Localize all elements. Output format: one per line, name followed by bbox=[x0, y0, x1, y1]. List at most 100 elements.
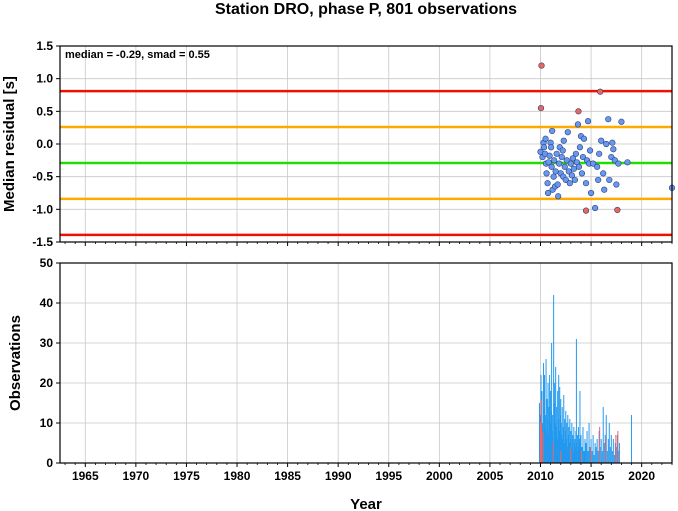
top-y-tick-label: 1.5 bbox=[36, 39, 53, 53]
residual-point bbox=[542, 135, 549, 142]
top-y-tick-label: -0.5 bbox=[32, 170, 53, 184]
residual-panel: -1.5 -1.0 -0.5 0.0 0.5 1.0 1.5 median = -0.29,… bbox=[1, 39, 676, 249]
x-tick-label: 1980 bbox=[224, 469, 251, 483]
residual-point bbox=[543, 170, 550, 177]
residual-point bbox=[613, 181, 620, 188]
residual-point bbox=[537, 104, 545, 112]
residual-point bbox=[556, 160, 563, 167]
bot-y-tick-label: 20 bbox=[40, 376, 54, 390]
residual-point bbox=[563, 157, 570, 164]
residual-y-ticks: -1.5 -1.0 -0.5 0.0 0.5 1.0 1.5 bbox=[32, 39, 60, 249]
residual-point bbox=[572, 150, 580, 157]
residual-point bbox=[546, 152, 553, 159]
x-tick-label: 1965 bbox=[72, 469, 99, 483]
residual-point bbox=[575, 163, 583, 170]
residual-point bbox=[618, 118, 625, 125]
bot-y-tick-label: 0 bbox=[46, 456, 53, 470]
x-tick-label: 1995 bbox=[375, 469, 402, 483]
residual-point bbox=[580, 135, 588, 142]
residual-grid bbox=[60, 46, 672, 242]
residual-point bbox=[548, 144, 555, 151]
residual-point bbox=[571, 176, 578, 184]
observations-x-ticks: 1965 1970 1975 1980 1985 1990 1995 2000 2005 2010… bbox=[64, 463, 673, 483]
residual-point bbox=[597, 88, 604, 95]
residual-point bbox=[544, 180, 551, 187]
x-tick-label: 2000 bbox=[426, 469, 453, 483]
residual-point bbox=[610, 146, 617, 153]
residual-point bbox=[614, 206, 621, 214]
residual-point bbox=[582, 207, 590, 214]
top-y-tick-label: 0.5 bbox=[36, 104, 53, 118]
x-axis-label: Year bbox=[350, 496, 382, 511]
residual-point bbox=[544, 189, 552, 197]
chart-title: Station DRO, phase P, 801 observations bbox=[215, 1, 517, 18]
residual-point bbox=[569, 155, 576, 162]
top-y-tick-label: -1.5 bbox=[32, 235, 53, 249]
residual-point bbox=[605, 116, 612, 123]
observations-plot-frame bbox=[59, 262, 673, 464]
bot-y-tick-label: 10 bbox=[40, 416, 54, 430]
residual-point bbox=[587, 189, 595, 197]
residual-point bbox=[606, 176, 613, 184]
x-tick-label: 1985 bbox=[274, 469, 301, 483]
residual-point bbox=[550, 173, 557, 180]
observations-y-axis-label: Observations bbox=[7, 315, 24, 411]
residual-point bbox=[558, 153, 565, 161]
residual-point bbox=[574, 121, 582, 128]
bot-y-tick-label: 40 bbox=[40, 296, 54, 310]
residual-point bbox=[538, 62, 545, 69]
residual-point bbox=[598, 137, 605, 144]
residual-point bbox=[584, 118, 592, 125]
residual-point bbox=[562, 176, 569, 184]
x-tick-label: 1990 bbox=[325, 469, 352, 483]
residual-point bbox=[551, 157, 558, 164]
observations-panel: 0 10 20 30 40 50 1965 1970 1975 1980 1985 1990 1995… bbox=[7, 256, 673, 483]
residual-point bbox=[564, 129, 571, 136]
residual-point bbox=[624, 159, 631, 166]
x-tick-label: 2020 bbox=[628, 469, 655, 483]
x-tick-label: 1970 bbox=[123, 469, 150, 483]
residual-point bbox=[540, 144, 548, 151]
residual-point bbox=[545, 159, 552, 166]
residual-point bbox=[595, 176, 602, 184]
residual-point bbox=[549, 127, 556, 135]
residual-point bbox=[609, 139, 616, 146]
residual-point bbox=[561, 163, 568, 170]
residual-point bbox=[576, 144, 584, 151]
residual-point bbox=[560, 137, 567, 144]
top-y-tick-label: -1.0 bbox=[32, 202, 53, 216]
x-tick-label: 1975 bbox=[173, 469, 200, 483]
residual-point bbox=[566, 180, 573, 187]
residual-x-ticks bbox=[64, 242, 673, 246]
residual-point bbox=[594, 163, 601, 170]
residual-point bbox=[586, 147, 594, 154]
x-tick-label: 2015 bbox=[578, 469, 605, 483]
residual-point bbox=[603, 140, 610, 148]
residual-point bbox=[559, 147, 566, 154]
residual-point bbox=[554, 181, 561, 188]
bot-y-tick-label: 30 bbox=[40, 336, 54, 350]
residual-annotation: median = -0.29, smad = 0.55 bbox=[65, 49, 210, 61]
top-y-tick-label: 1.0 bbox=[36, 72, 53, 86]
residual-point bbox=[592, 204, 599, 212]
residual-point bbox=[548, 163, 555, 170]
observations-bars bbox=[538, 295, 673, 463]
residual-point bbox=[596, 150, 603, 157]
residual-point bbox=[600, 170, 607, 177]
residual-point bbox=[601, 186, 608, 193]
residual-point bbox=[568, 172, 575, 179]
residual-point bbox=[575, 108, 582, 115]
residual-point bbox=[578, 170, 586, 177]
residual-point bbox=[582, 180, 590, 187]
x-tick-label: 2005 bbox=[477, 469, 504, 483]
residual-point bbox=[567, 160, 574, 167]
observations-y-ticks: 0 10 20 30 40 50 bbox=[40, 256, 60, 470]
x-tick-label: 2010 bbox=[527, 469, 554, 483]
residual-point bbox=[579, 153, 587, 161]
residual-point bbox=[615, 160, 622, 167]
residual-point bbox=[589, 160, 597, 167]
bot-y-tick-label: 50 bbox=[40, 256, 54, 270]
residual-point bbox=[555, 193, 562, 200]
top-y-tick-label: 0.0 bbox=[36, 137, 53, 151]
